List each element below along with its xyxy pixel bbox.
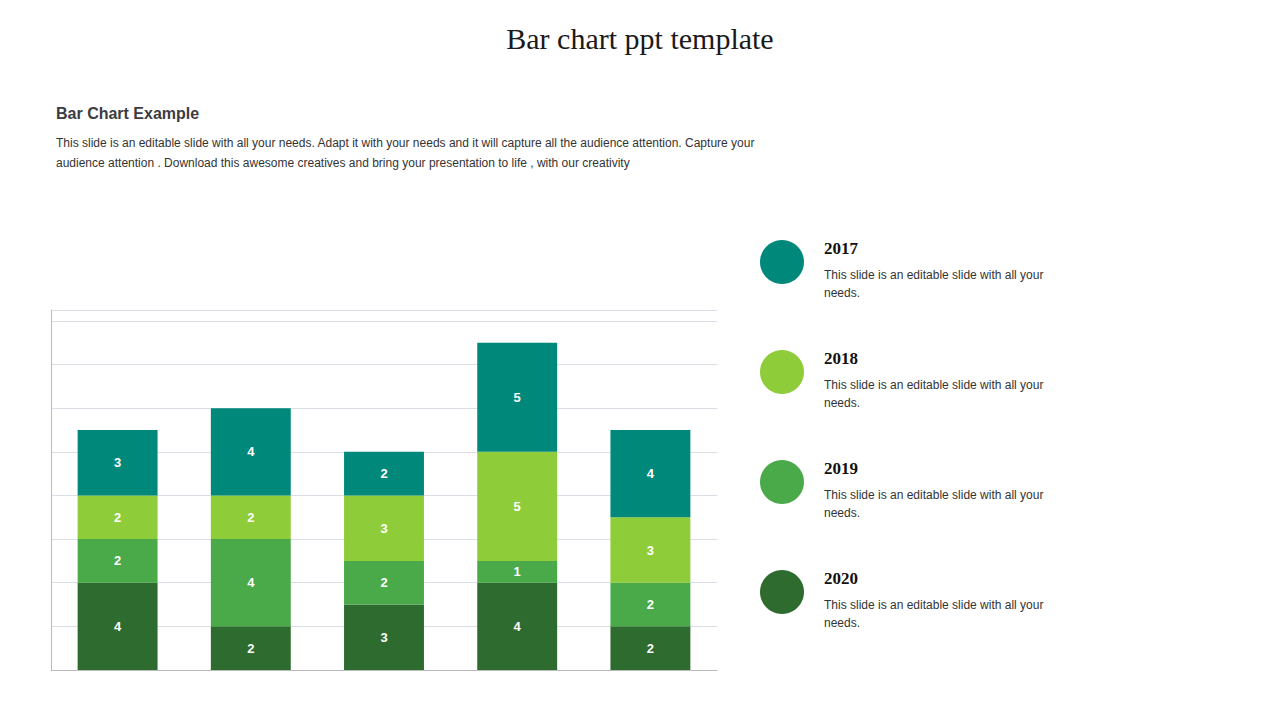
svg-text:3: 3: [647, 543, 654, 558]
svg-text:2017: 2017: [824, 239, 859, 258]
svg-text:3: 3: [380, 630, 387, 645]
svg-text:audience attention . Download: audience attention . Download this aweso…: [56, 156, 630, 170]
svg-text:2: 2: [247, 510, 254, 525]
svg-text:This slide is an editable slid: This slide is an editable slide with all…: [824, 598, 1043, 612]
svg-text:5: 5: [514, 390, 521, 405]
svg-text:2018: 2018: [824, 349, 858, 368]
svg-text:4: 4: [247, 575, 255, 590]
svg-text:2: 2: [247, 641, 254, 656]
svg-text:3: 3: [380, 521, 387, 536]
svg-text:2019: 2019: [824, 459, 858, 478]
svg-text:2: 2: [114, 510, 121, 525]
svg-text:2: 2: [647, 597, 654, 612]
svg-text:1: 1: [514, 564, 521, 579]
svg-text:needs.: needs.: [824, 396, 860, 410]
svg-text:needs.: needs.: [824, 286, 860, 300]
svg-text:needs.: needs.: [824, 506, 860, 520]
svg-text:Bar chart ppt template: Bar chart ppt template: [506, 22, 773, 55]
svg-text:3: 3: [114, 455, 121, 470]
svg-text:4: 4: [514, 619, 522, 634]
svg-text:4: 4: [647, 466, 655, 481]
svg-text:2: 2: [380, 466, 387, 481]
svg-text:This slide is an editable slid: This slide is an editable slide with all…: [824, 378, 1043, 392]
svg-text:2: 2: [114, 553, 121, 568]
svg-text:5: 5: [514, 499, 521, 514]
svg-text:2020: 2020: [824, 569, 858, 588]
svg-text:This slide is an editable slid: This slide is an editable slide with all…: [824, 268, 1043, 282]
svg-text:This slide is an editable slid: This slide is an editable slide with all…: [824, 488, 1043, 502]
svg-text:2: 2: [647, 641, 654, 656]
svg-text:4: 4: [247, 444, 255, 459]
svg-text:4: 4: [114, 619, 122, 634]
svg-text:needs.: needs.: [824, 616, 860, 630]
svg-text:This slide is an editable slid: This slide is an editable slide with all…: [56, 136, 754, 150]
svg-text:Bar Chart Example: Bar Chart Example: [56, 105, 199, 122]
svg-text:2: 2: [380, 575, 387, 590]
